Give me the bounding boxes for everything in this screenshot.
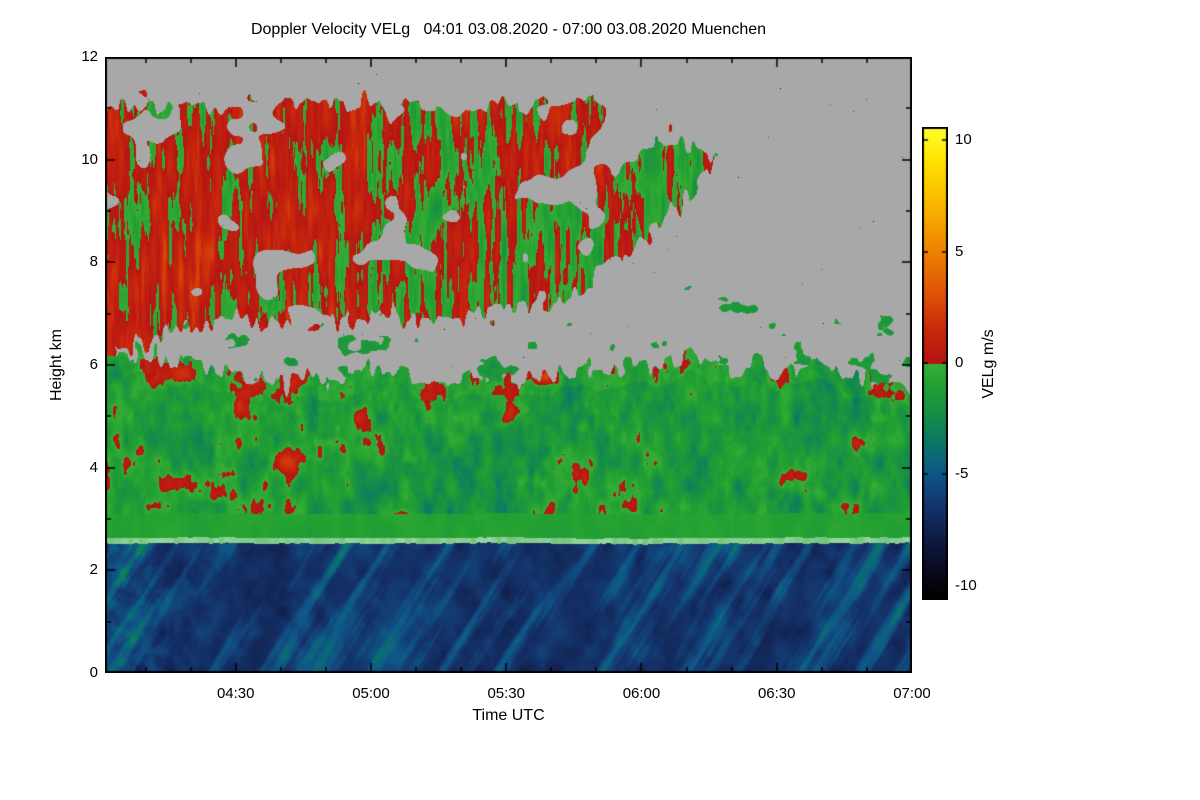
y-tick-label: 0 bbox=[89, 664, 98, 681]
x-tick-label: 07:00 bbox=[893, 685, 931, 702]
y-tick-label: 6 bbox=[89, 356, 98, 373]
colorbar-tick-label: -5 bbox=[955, 465, 969, 483]
colorbar-tick-label: 0 bbox=[955, 354, 964, 371]
x-tick-label: 04:30 bbox=[216, 685, 255, 702]
y-tick-label: 8 bbox=[89, 253, 98, 271]
y-tick-label: 10 bbox=[81, 150, 98, 168]
colorbar-tick-label: -10 bbox=[955, 576, 977, 594]
colorbar-tick-label: 5 bbox=[955, 242, 964, 260]
x-tick-label: 06:30 bbox=[757, 685, 796, 702]
y-tick-label: 4 bbox=[89, 458, 98, 476]
y-tick-label: 12 bbox=[81, 48, 98, 65]
x-tick-label: 05:30 bbox=[487, 685, 525, 702]
x-tick-label: 05:00 bbox=[352, 685, 390, 702]
colorbar-tick-label: 10 bbox=[955, 131, 972, 149]
chart-title: Doppler Velocity VELg 04:01 03.08.2020 -… bbox=[250, 21, 767, 38]
heatmap-canvas bbox=[105, 57, 912, 673]
x-axis-label: Time UTC bbox=[472, 707, 545, 724]
colorbar-canvas bbox=[922, 127, 948, 600]
y-tick-label: 2 bbox=[89, 561, 98, 579]
x-tick-label: 06:00 bbox=[622, 685, 661, 702]
